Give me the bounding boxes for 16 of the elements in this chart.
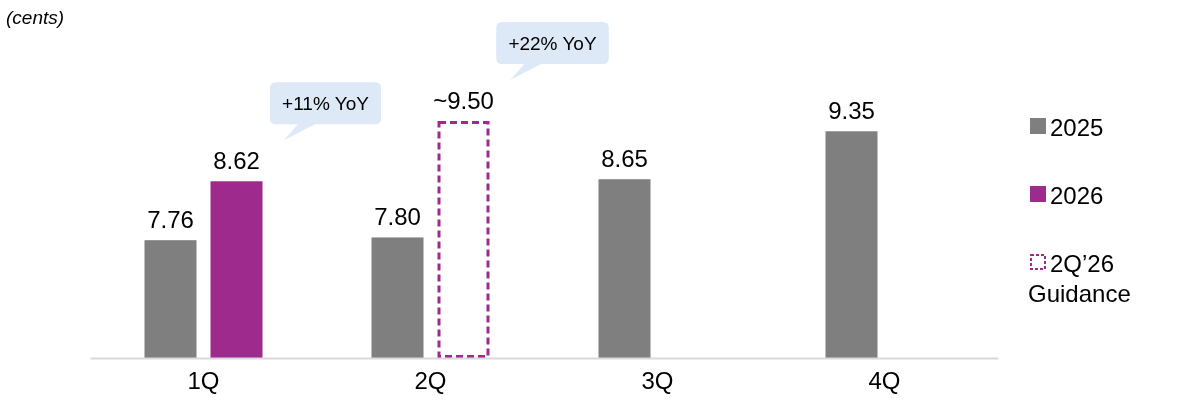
data-label: 9.35 <box>828 97 875 125</box>
legend-label: 2025 <box>1050 114 1104 141</box>
text: +11% YoY <box>282 93 370 115</box>
x-tick-label: 4Q <box>868 367 901 395</box>
x-tick-label: 1Q <box>187 367 220 395</box>
data-label: 8.62 <box>213 147 260 175</box>
x-tick-label: 3Q <box>641 367 674 395</box>
data-label: 8.65 <box>601 145 648 173</box>
legend-label: 2Q’26 Guidance <box>1028 250 1131 307</box>
data-label: ~9.50 <box>433 87 494 114</box>
data-label: 7.76 <box>147 206 194 234</box>
text: +22% YoY <box>508 33 597 54</box>
text: (cents) <box>6 7 65 28</box>
data-label: 7.80 <box>374 203 421 231</box>
x-tick-label: 2Q <box>414 367 447 395</box>
legend-label: 2026 <box>1050 182 1104 209</box>
